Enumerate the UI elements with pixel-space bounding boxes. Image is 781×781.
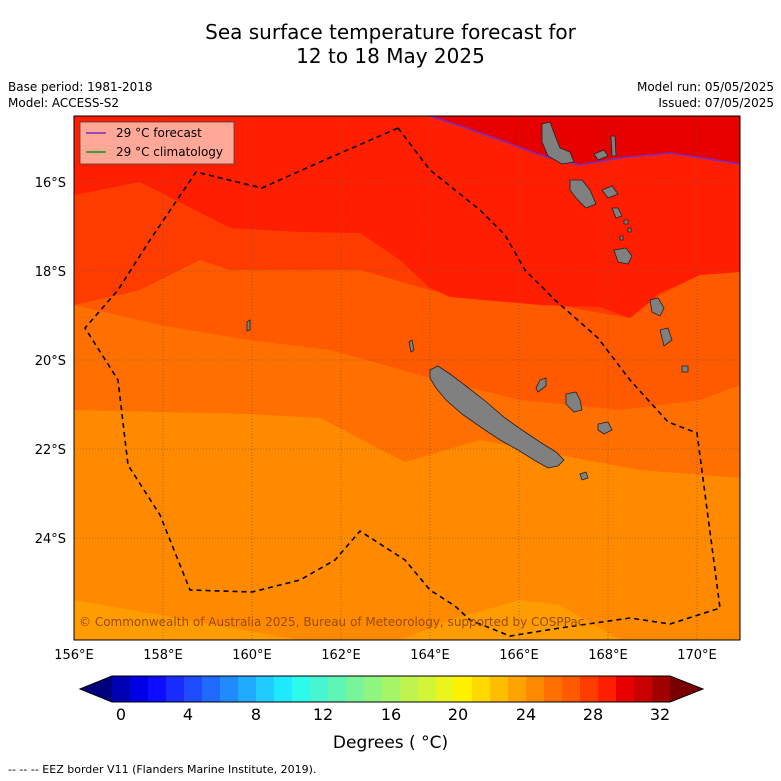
colorbar-tick-label: 16 — [380, 705, 402, 724]
colorbar-tick-label: 24 — [515, 705, 537, 724]
colorbar-swatch — [580, 676, 599, 702]
legend-climatology-label: 29 °C climatology — [116, 145, 223, 159]
colorbar-tick-label: 12 — [312, 705, 334, 724]
sst-contour-fill — [74, 116, 740, 640]
colorbar-swatch — [238, 676, 257, 702]
colorbar-swatch — [328, 676, 347, 702]
lon-label: 160°E — [232, 648, 272, 663]
ambrym — [601, 185, 619, 199]
colorbar-extend-low — [80, 676, 112, 702]
colorbar-swatch — [112, 676, 131, 702]
lon-label: 170°E — [677, 648, 717, 663]
colorbar-swatch — [382, 676, 401, 702]
map-legend: 29 °C forecast 29 °C climatology — [79, 121, 235, 165]
sst-band-30-31 — [430, 116, 740, 165]
colorbar-swatch — [220, 676, 239, 702]
colorbar-swatch — [562, 676, 581, 702]
colorbar-swatch — [310, 676, 329, 702]
legend-forecast-label: 29 °C forecast — [116, 126, 202, 140]
colorbar-swatch — [454, 676, 473, 702]
loyalty-island-lifou — [565, 391, 583, 413]
espiritu-santo — [541, 121, 575, 165]
model-run: Model run: 05/05/2025 — [636, 80, 774, 94]
lon-label: 168°E — [588, 648, 628, 663]
lon-label: 158°E — [143, 648, 183, 663]
colorbar-swatch — [148, 676, 167, 702]
lat-label: 20°S — [35, 354, 66, 369]
pentecost — [610, 135, 617, 157]
colorbar-tick-label: 28 — [582, 705, 604, 724]
chesterfield-islet — [246, 319, 251, 332]
shepherd-islets — [619, 219, 632, 241]
efate — [613, 247, 633, 265]
title-line-1: Sea surface temperature forecast for — [205, 20, 576, 44]
new-caledonia — [429, 365, 565, 469]
colorbar-swatch — [292, 676, 311, 702]
tanna — [659, 327, 673, 347]
lon-label: 166°E — [499, 648, 539, 663]
lon-label: 162°E — [321, 648, 361, 663]
sst-band-24-lower — [74, 475, 740, 640]
latitude-labels: 16°S 18°S 20°S 22°S 24°S — [35, 176, 66, 547]
eez-border — [84, 127, 721, 637]
colorbar-swatch — [166, 676, 185, 702]
colorbar-swatch — [616, 676, 635, 702]
copyright-notice: © Commonwealth of Australia 2025, Bureau… — [79, 615, 584, 629]
sst-band-23-24 — [74, 600, 620, 640]
colorbar-swatch — [346, 676, 365, 702]
colorbar-swatch — [490, 676, 509, 702]
longitude-labels: 156°E 158°E 160°E 162°E 164°E 166°E 168°… — [54, 648, 717, 663]
isle-of-pines — [579, 471, 589, 481]
lat-label: 16°S — [35, 176, 66, 191]
colorbar-swatch — [634, 676, 653, 702]
aneityum — [681, 365, 689, 373]
colorbar-swatch — [400, 676, 419, 702]
colorbar-swatch — [472, 676, 491, 702]
colorbar-swatch — [544, 676, 563, 702]
ambae — [593, 149, 609, 161]
colorbar-tick-label: 8 — [250, 705, 262, 724]
colorbar-swatch — [598, 676, 617, 702]
eez-footnote: -- -- -- EEZ border V11 (Flanders Marine… — [8, 763, 317, 776]
map-frame — [73, 115, 741, 641]
title-line-2: 12 to 18 May 2025 — [296, 44, 485, 68]
land-masses — [246, 121, 689, 481]
belep-islands — [408, 339, 415, 353]
model-name: Model: ACCESS-S2 — [8, 96, 120, 110]
base-period: Base period: 1981-2018 — [8, 80, 153, 94]
loyalty-island-ouvea — [535, 377, 547, 393]
lat-label: 22°S — [35, 443, 66, 458]
colorbar-swatch — [418, 676, 437, 702]
sst-band-29-30 — [74, 116, 740, 318]
colorbar-swatch — [436, 676, 455, 702]
lon-label: 164°E — [410, 648, 450, 663]
malakula — [569, 179, 597, 209]
lat-label: 18°S — [35, 265, 66, 280]
colorbar-unit-label: Degrees ( °C) — [332, 733, 449, 753]
colorbar-tick-label: 0 — [115, 705, 127, 724]
epi — [611, 207, 623, 219]
colorbar-tick-label: 32 — [649, 705, 671, 724]
colorbar-tick-label: 4 — [182, 705, 194, 724]
colorbar-tick-label: 20 — [447, 705, 469, 724]
colorbar-outline — [78, 675, 705, 703]
colorbar-swatch — [508, 676, 527, 702]
colorbar-swatch — [364, 676, 383, 702]
colorbar-swatch — [526, 676, 545, 702]
colorbar-swatch — [256, 676, 275, 702]
colorbar-swatch — [274, 676, 293, 702]
colorbar — [78, 675, 705, 703]
colorbar-swatch — [202, 676, 221, 702]
issued-date: Issued: 07/05/2025 — [658, 96, 774, 110]
colorbar-extend-high — [670, 676, 703, 702]
loyalty-island-mare — [597, 421, 613, 435]
colorbar-swatch — [652, 676, 671, 702]
colorbar-swatch — [130, 676, 149, 702]
lon-label: 156°E — [54, 648, 94, 663]
erromango — [649, 297, 665, 317]
lat-label: 24°S — [35, 532, 66, 547]
colorbar-swatch — [184, 676, 203, 702]
